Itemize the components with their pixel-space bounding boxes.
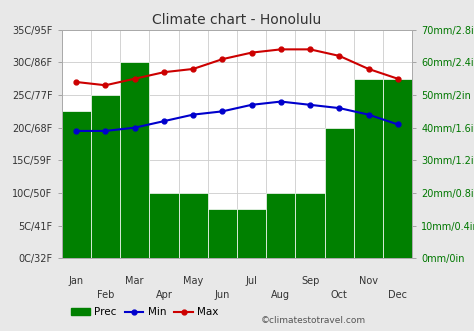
Bar	[120, 63, 149, 258]
Text: May: May	[183, 276, 203, 286]
Bar	[295, 193, 325, 258]
Max	[102, 83, 108, 87]
Legend: Prec, Min, Max: Prec, Min, Max	[67, 303, 223, 321]
Min	[219, 109, 225, 113]
Text: Mar: Mar	[126, 276, 144, 286]
Text: Oct: Oct	[331, 290, 348, 300]
Bar	[91, 95, 120, 258]
Bar	[237, 209, 266, 258]
Text: Aug: Aug	[271, 290, 291, 300]
Max	[395, 77, 401, 81]
Title: Climate chart - Honolulu: Climate chart - Honolulu	[152, 13, 322, 27]
Text: Sep: Sep	[301, 276, 319, 286]
Max	[365, 67, 371, 71]
Max	[161, 70, 167, 74]
Bar	[383, 79, 412, 258]
Min	[190, 113, 196, 117]
Bar	[179, 193, 208, 258]
Bar	[354, 79, 383, 258]
Text: Nov: Nov	[359, 276, 378, 286]
Min	[132, 126, 137, 130]
Max	[278, 47, 283, 51]
Min	[337, 106, 342, 110]
Line: Max: Max	[74, 47, 400, 88]
Min	[161, 119, 167, 123]
Max	[337, 54, 342, 58]
Text: Apr: Apr	[155, 290, 173, 300]
Text: ©climatestotravel.com: ©climatestotravel.com	[261, 316, 366, 325]
Bar	[62, 111, 91, 258]
Min	[365, 113, 371, 117]
Text: Dec: Dec	[388, 290, 407, 300]
Bar	[325, 128, 354, 258]
Min	[73, 129, 79, 133]
Max	[132, 77, 137, 81]
Max	[73, 80, 79, 84]
Max	[219, 57, 225, 61]
Line: Min: Min	[74, 99, 400, 133]
Text: Feb: Feb	[97, 290, 114, 300]
Min	[307, 103, 313, 107]
Text: Jan: Jan	[69, 276, 84, 286]
Max	[249, 51, 255, 55]
Text: Jul: Jul	[246, 276, 257, 286]
Min	[249, 103, 255, 107]
Bar	[149, 193, 179, 258]
Bar	[266, 193, 295, 258]
Bar	[208, 209, 237, 258]
Text: Jun: Jun	[215, 290, 230, 300]
Max	[307, 47, 313, 51]
Min	[395, 122, 401, 126]
Min	[278, 100, 283, 104]
Max	[190, 67, 196, 71]
Min	[102, 129, 108, 133]
